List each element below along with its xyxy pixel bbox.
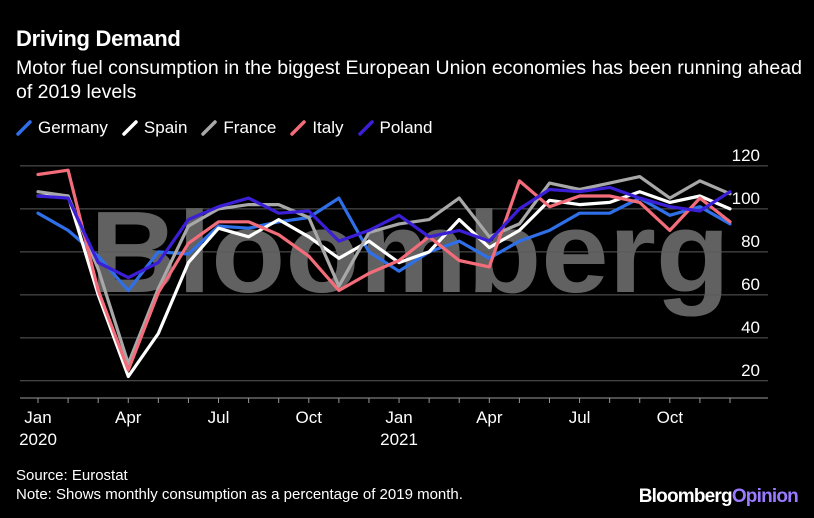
brand-accent: Opinion	[731, 486, 799, 507]
x-tick-label: Jan	[385, 408, 412, 427]
legend-swatch	[201, 120, 218, 136]
gridlines	[20, 165, 768, 382]
series-line-italy	[36, 168, 732, 372]
legend-swatch	[290, 120, 307, 136]
legend-label: France	[223, 118, 277, 137]
x-tick-label: Oct	[657, 408, 684, 427]
brand-main: Bloomberg	[638, 486, 733, 507]
y-tick-label: 100	[732, 189, 760, 208]
source-text: Source: Eurostat	[16, 467, 128, 484]
x-tick-label: Jan	[24, 408, 51, 427]
legend-item-germany: Germany	[16, 118, 108, 138]
legend-item-italy: Italy	[290, 118, 344, 138]
y-tick-label: 40	[741, 318, 760, 337]
legend: Germany Spain France Italy Poland	[16, 118, 446, 138]
legend-label: Spain	[143, 118, 188, 137]
legend-item-france: France	[201, 118, 276, 138]
series-lines	[36, 168, 732, 379]
legend-label: Germany	[38, 118, 108, 137]
legend-swatch	[16, 120, 32, 136]
x-tick-label: Apr	[476, 408, 503, 427]
footer: Source: Eurostat Note: Shows monthly con…	[16, 466, 463, 504]
y-tick-label: 80	[741, 232, 760, 251]
series-line-france	[36, 175, 732, 366]
chart-subtitle: Motor fuel consumption in the biggest Eu…	[16, 57, 802, 103]
x-tick-year-label: 2021	[380, 430, 418, 449]
x-tick-label: Oct	[296, 408, 323, 427]
chart-title: Driving Demand	[16, 26, 181, 51]
legend-label: Italy	[312, 118, 344, 137]
legend-item-poland: Poland	[357, 118, 433, 138]
x-axis: Jan 2020 Apr Jul Oct Jan 2021 Apr Jul Oct	[19, 397, 768, 449]
x-tick-label: Jul	[208, 408, 230, 427]
y-axis: 20 40 60 80 100 120	[732, 146, 760, 380]
x-tick-label: Jul	[569, 408, 591, 427]
legend-item-spain: Spain	[122, 118, 187, 138]
legend-swatch	[122, 120, 138, 136]
series-line-spain	[36, 190, 732, 379]
series-line-germany	[36, 196, 732, 293]
legend-swatch	[357, 120, 374, 136]
series-line-poland	[36, 185, 732, 280]
x-tick-year-label: 2020	[19, 430, 57, 449]
x-tick-label: Apr	[115, 408, 142, 427]
y-tick-label: 20	[741, 361, 760, 380]
note-text: Note: Shows monthly consumption as a per…	[16, 486, 463, 503]
y-tick-label: 120	[732, 146, 760, 165]
legend-label: Poland	[379, 118, 433, 137]
bloomberg-opinion-logo: BloombergOpinion	[638, 486, 799, 508]
y-tick-label: 60	[741, 275, 760, 294]
